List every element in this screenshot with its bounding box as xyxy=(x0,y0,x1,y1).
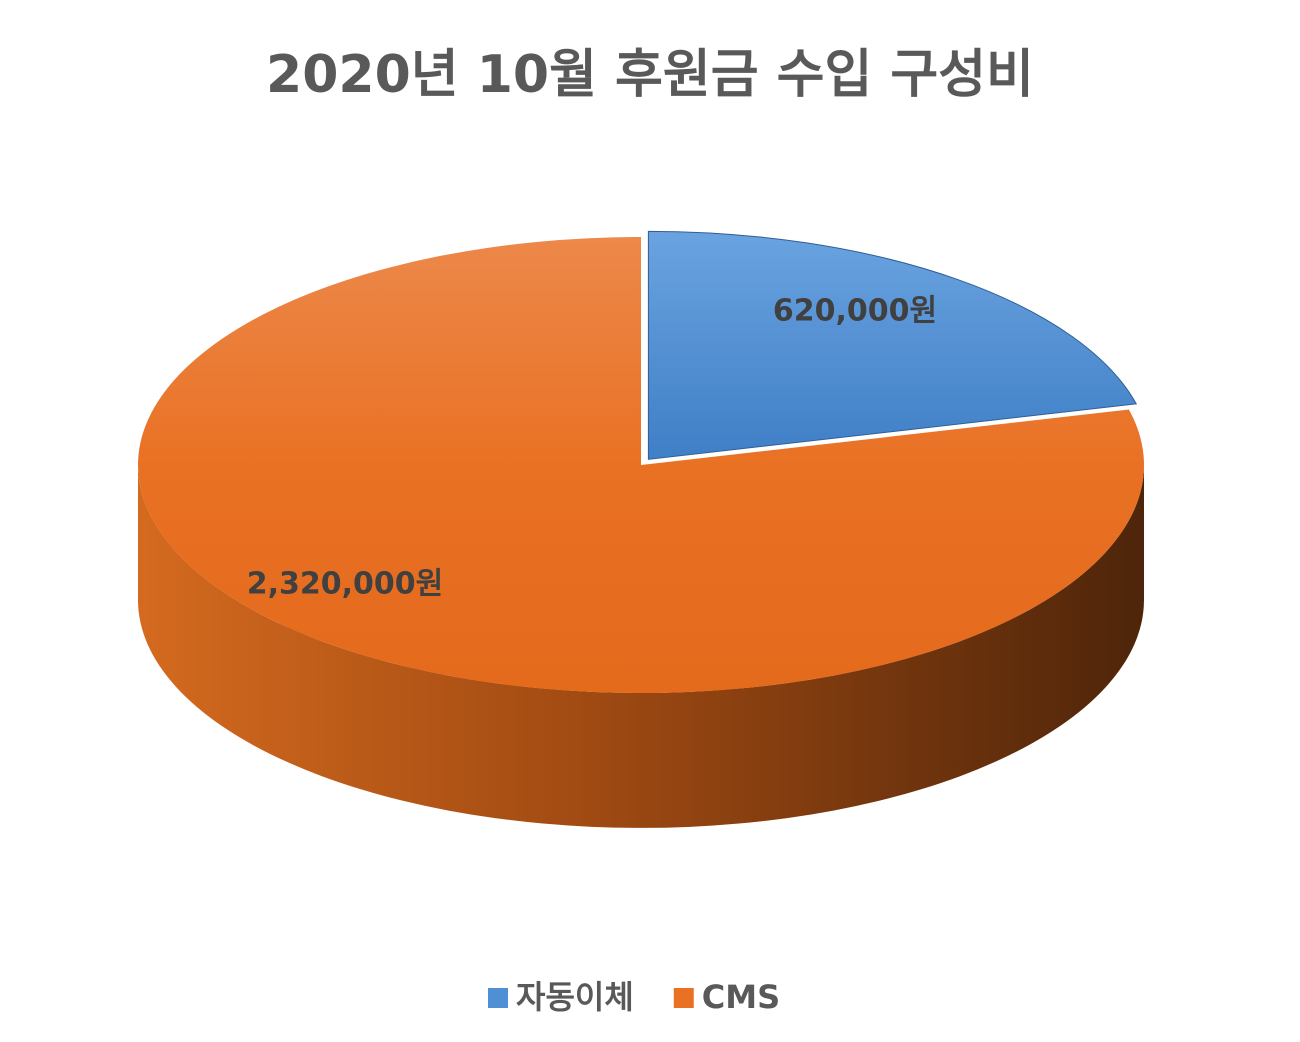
data-label: 620,000원 xyxy=(773,294,937,329)
legend-swatch xyxy=(673,988,694,1008)
pie-slice xyxy=(647,230,1138,460)
pie-side xyxy=(138,465,1144,828)
legend-label: CMS xyxy=(702,978,780,1016)
legend-label: 자동이체 xyxy=(516,978,634,1016)
chart-title: 2020년 10월 후원금 수입 구성비 xyxy=(266,45,1034,105)
data-label: 2,320,000원 xyxy=(247,567,444,602)
pie-slice xyxy=(137,236,1144,693)
legend-swatch xyxy=(488,988,508,1008)
